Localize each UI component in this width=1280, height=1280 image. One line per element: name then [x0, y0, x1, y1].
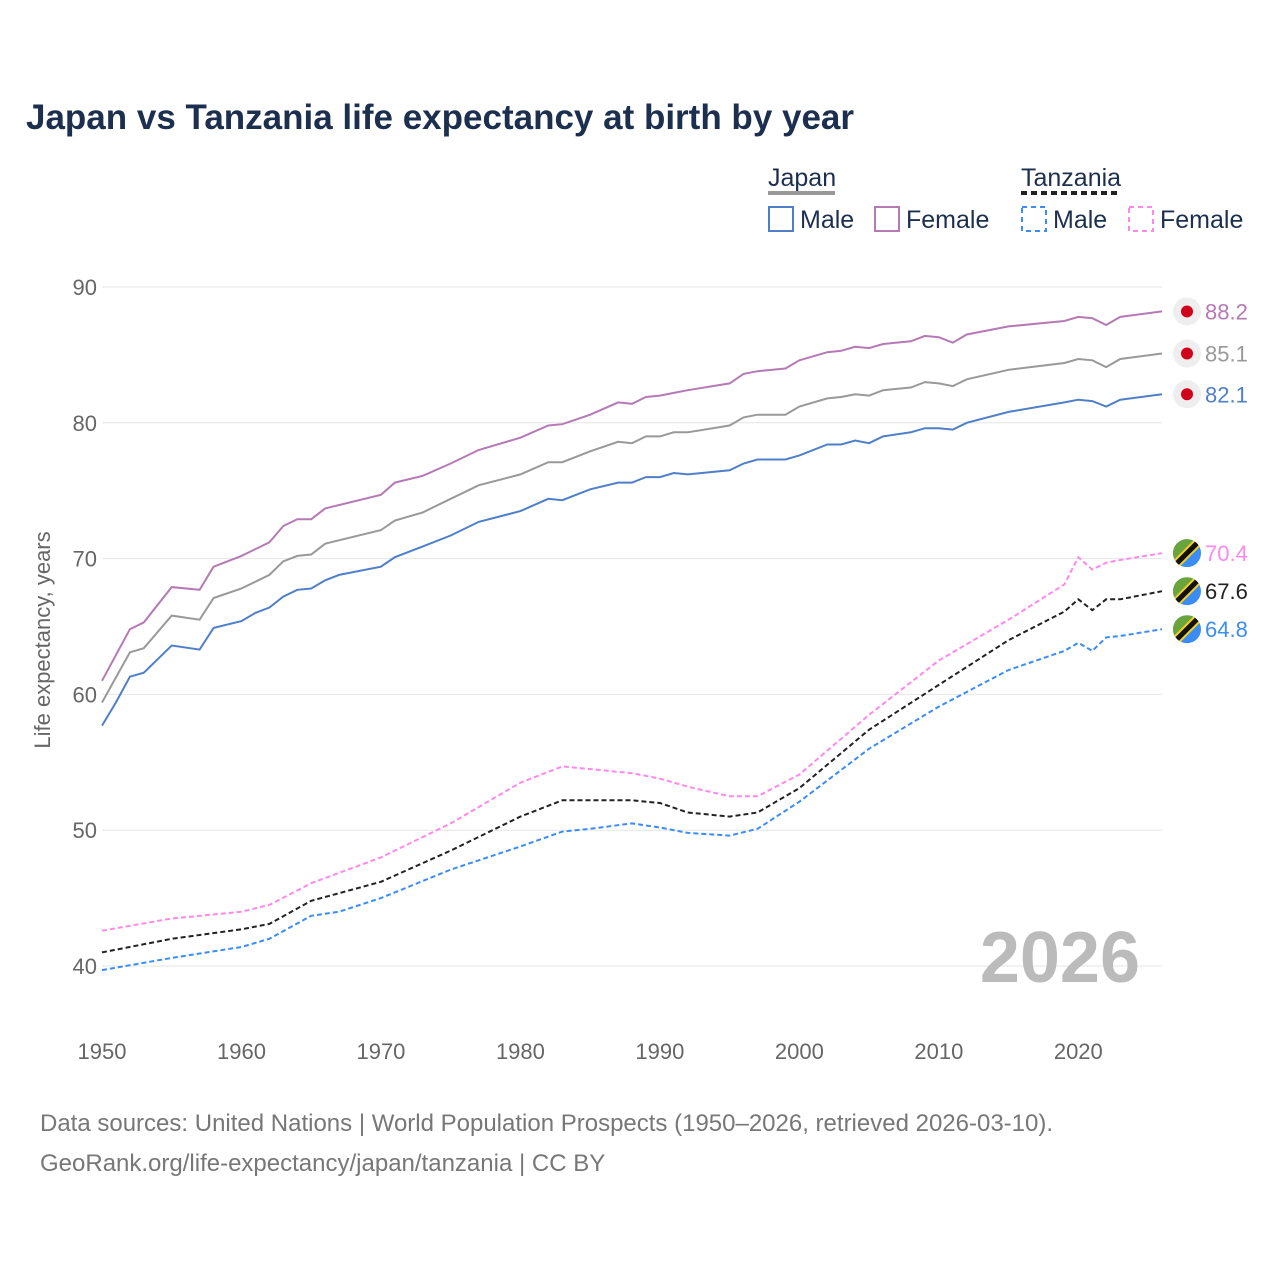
legend-japan-female-swatch: [874, 206, 900, 232]
x-tick-label: 1970: [356, 1039, 405, 1064]
series-line-japan-female: [101, 310, 1163, 682]
legend-japan-male-swatch: [768, 206, 794, 232]
tanzania-flag-icon: [1173, 577, 1201, 606]
year-label: 2026: [980, 918, 1140, 998]
legend-tanzania-male-swatch: [1021, 206, 1047, 232]
x-tick-label: 2020: [1054, 1039, 1103, 1064]
end-value-label: 88.2: [1205, 299, 1248, 324]
y-tick-label: 40: [73, 954, 97, 979]
end-value-label: 82.1: [1205, 382, 1248, 407]
japan-flag-icon: [1173, 339, 1201, 368]
x-tick-label: 1980: [496, 1039, 545, 1064]
tanzania-flag-icon: [1173, 539, 1201, 568]
legend-group-tanzania: Tanzania: [1021, 164, 1121, 192]
end-value-label: 70.4: [1205, 541, 1248, 566]
series-line-tanzania-male: [101, 628, 1163, 972]
y-tick-label: 90: [73, 275, 97, 300]
y-tick-label: 70: [73, 547, 97, 572]
y-tick-label: 60: [73, 682, 97, 707]
footer-url[interactable]: GeoRank.org/life-expectancy/japan/tanzan…: [40, 1150, 605, 1177]
legend: Japan Male Female Tanzania Male Female: [768, 164, 1243, 234]
legend-tanzania-female: Female: [1160, 206, 1243, 234]
y-tick-label: 50: [73, 818, 97, 843]
chart-title: Japan vs Tanzania life expectancy at bir…: [26, 98, 854, 137]
series-line-japan-male: [101, 393, 1163, 727]
legend-tanzania-female-swatch: [1128, 206, 1154, 232]
tanzania-flag-icon: [1173, 615, 1201, 644]
end-value-label: 85.1: [1205, 342, 1248, 367]
series-line-tanzania: [101, 590, 1163, 954]
y-axis-label: Life expectancy, years: [30, 531, 55, 748]
x-tick-label: 2000: [775, 1039, 824, 1064]
legend-tanzania-male: Male: [1053, 206, 1107, 234]
x-tick-label: 1960: [217, 1039, 266, 1064]
japan-flag-icon: [1173, 380, 1201, 409]
series-line-japan: [101, 352, 1163, 703]
x-tick-label: 2010: [914, 1039, 963, 1064]
end-value-label: 67.6: [1205, 579, 1248, 604]
legend-japan-female: Female: [906, 206, 989, 234]
x-tick-label: 1990: [635, 1039, 684, 1064]
japan-flag-icon: [1173, 297, 1201, 326]
legend-group-japan: Japan: [768, 164, 836, 192]
footer-sources: Data sources: United Nations | World Pop…: [40, 1110, 1053, 1137]
legend-japan-male: Male: [800, 206, 854, 234]
x-tick-label: 1950: [78, 1039, 127, 1064]
end-value-label: 64.8: [1205, 617, 1248, 642]
y-tick-label: 80: [73, 411, 97, 436]
series-line-tanzania-female: [101, 552, 1163, 932]
